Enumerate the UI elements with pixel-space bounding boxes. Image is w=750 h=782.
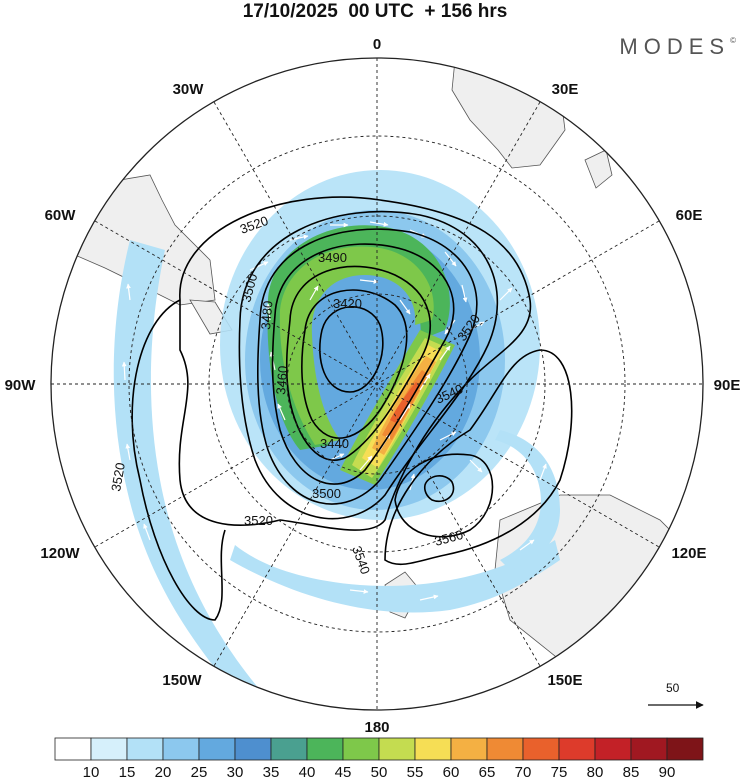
land-madagascar [584,149,613,189]
lon-label-150e: 150E [547,672,582,689]
lon-label-60w: 60W [45,207,77,224]
colorbar-swatch [234,737,272,761]
contour-3460 [285,265,431,461]
contour-label: 3520 [244,513,273,528]
lon-label-0: 0 [373,36,381,53]
colorbar-tick-label: 15 [118,764,136,781]
contour-3420 [319,306,384,393]
colorbar-swatch [414,737,452,761]
colorbar [54,737,704,761]
colorbar-tick-label: 70 [514,764,532,781]
colorbar-tick-label: 30 [226,764,244,781]
colorbar-tick-label: 55 [406,764,424,781]
wind-speed-shading [113,170,560,700]
contour-3440 [301,289,408,439]
colorbar-swatch [306,737,344,761]
lon-label-30w: 30W [173,81,205,98]
colorbar-tick-label: 50 [370,764,388,781]
lon-label-90e: 90E [714,377,741,394]
colorbar-swatch [666,737,704,761]
lon-label-30e: 30E [552,81,579,98]
contour-label: 3500 [238,272,260,304]
contour-label: 3490 [318,250,347,265]
contour-3520-west [131,299,226,621]
contour-label: 3560 [433,527,465,549]
colorbar-swatch [126,737,164,761]
contour-3480 [271,243,455,485]
colorbar-tick-label: 90 [658,764,676,781]
brand-logo: MODES© [619,34,736,60]
contour-label: 3440 [320,436,349,451]
colorbar-tick-label: 10 [82,764,100,781]
contour-label: 3460 [273,365,290,395]
colorbar-tick-label: 75 [550,764,568,781]
map-disk [51,58,703,710]
colorbar-swatch [486,737,524,761]
graticule [51,58,703,710]
brand-mark: © [730,36,736,45]
colorbar-tick-label: 40 [298,764,316,781]
longitude-label-group: 0 30E 60E 90E 120E 150E 180 150W 120W 90… [5,36,741,736]
colorbar-swatch [198,737,236,761]
map-title: 17/10/2025 00 UTC + 156 hrs [0,1,750,23]
contour-3560 [394,453,494,538]
colorbar-tick-label: 20 [154,764,172,781]
title-time: 00 UTC [348,1,414,22]
lon-label-180: 180 [364,719,389,736]
colorbar-tick-label: 45 [334,764,352,781]
colorbar-swatch [630,737,668,761]
contour-3540 [384,349,573,566]
colorbar-tick-label: 80 [586,764,604,781]
colorbar-tick-label: 35 [262,764,280,781]
contour-3490 [256,228,478,505]
colorbar-swatch [90,737,128,761]
colorbar-swatch [162,737,200,761]
colorbar-swatch [270,737,308,761]
colorbar-swatch [342,737,380,761]
colorbar-tick-label: 60 [442,764,460,781]
brand-text: MODES [619,34,731,59]
land-tasmania [519,675,546,703]
lon-label-120w: 120W [40,545,80,562]
colorbar-swatch [378,737,416,761]
colorbar-tick-label: 25 [190,764,208,781]
colorbar-tick-label: 85 [622,764,640,781]
contour-label: 3420 [333,296,362,311]
lon-label-150w: 150W [162,672,202,689]
colorbar-swatch [522,737,560,761]
land-south-america [69,174,216,306]
colorbar-swatch [450,737,488,761]
title-forecast: + 156 hrs [424,1,508,22]
contour-label: 3480 [258,300,275,330]
colorbar-swatch [558,737,596,761]
contour-3560-inner [423,475,455,502]
lon-label-60e: 60E [676,207,703,224]
contour-label: 3500 [312,486,341,501]
contour-3500 [238,210,499,520]
colorbar-swatch [54,737,92,761]
contour-3520 [178,196,532,531]
title-date: 17/10/2025 [242,1,338,22]
reference-vector-label: 50 [666,681,680,695]
map-border [50,57,704,711]
height-contours [131,196,573,621]
lon-label-120e: 120E [671,545,706,562]
colorbar-swatch [594,737,632,761]
colorbar-tick-label: 65 [478,764,496,781]
contour-label: 3520 [108,461,128,492]
lon-label-90w: 90W [5,377,37,394]
